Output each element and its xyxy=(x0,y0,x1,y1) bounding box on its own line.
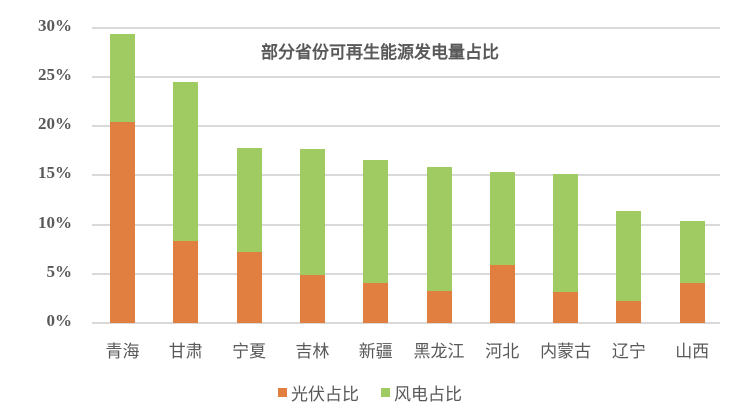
gridline xyxy=(92,272,720,275)
gridline xyxy=(92,75,720,78)
gridline xyxy=(92,223,720,226)
bar-segment-wind xyxy=(553,174,579,293)
x-tick-label: 黑龙江 xyxy=(413,342,465,362)
gridline xyxy=(92,26,720,29)
y-tick-label: 15% xyxy=(38,163,72,183)
bar-1 xyxy=(173,81,199,323)
bar-segment-solar xyxy=(173,241,199,323)
bar-segment-wind xyxy=(679,220,705,283)
bar-segment-solar xyxy=(236,252,262,323)
bar-0 xyxy=(110,34,135,323)
x-tick-label: 新疆 xyxy=(358,342,393,362)
y-tick-label: 0% xyxy=(46,311,73,330)
legend: 光伏占比 风电占比 xyxy=(0,380,740,405)
gridline xyxy=(92,125,720,127)
x-tick-label: 青海 xyxy=(105,342,140,362)
y-tick-label: 5% xyxy=(46,261,73,281)
bar-segment-solar xyxy=(110,122,135,323)
bar-segment-solar xyxy=(299,274,325,323)
y-tick-label: 20% xyxy=(38,114,72,133)
chart-title: 部分省份可再生能源发电量占比 xyxy=(261,43,499,63)
x-tick-label: 吉林 xyxy=(295,342,330,362)
bar-7 xyxy=(553,174,579,323)
bar-segment-solar xyxy=(679,282,705,323)
gridline xyxy=(92,174,720,177)
bar-segment-wind xyxy=(363,160,389,283)
legend-swatch-wind xyxy=(381,388,390,397)
x-tick-label: 山西 xyxy=(675,342,710,362)
bar-8 xyxy=(616,210,642,323)
bar-segment-solar xyxy=(363,282,389,323)
gridline xyxy=(92,322,720,324)
legend-label-solar: 光伏占比 xyxy=(291,385,359,405)
y-tick-label: 25% xyxy=(38,64,72,84)
bar-segment-solar xyxy=(489,264,515,323)
bar-2 xyxy=(236,147,262,323)
bar-segment-wind xyxy=(110,34,135,123)
x-tick-label: 河北 xyxy=(485,342,520,362)
bar-segment-wind xyxy=(173,81,199,242)
bar-9 xyxy=(679,220,705,323)
bar-3 xyxy=(299,148,325,323)
bar-segment-wind xyxy=(236,147,262,253)
bar-segment-solar xyxy=(553,292,579,323)
bar-segment-wind xyxy=(299,148,325,275)
y-tick-label: 10% xyxy=(38,212,72,232)
bar-segment-wind xyxy=(489,172,515,265)
bar-6 xyxy=(489,172,515,323)
legend-swatch-solar xyxy=(278,388,287,397)
bar-segment-solar xyxy=(616,301,642,323)
legend-item-solar: 光伏占比 xyxy=(278,380,359,405)
x-tick-label: 甘肃 xyxy=(168,342,203,362)
bar-segment-wind xyxy=(426,167,452,292)
bar-4 xyxy=(363,160,389,323)
x-tick-label: 宁夏 xyxy=(232,342,267,362)
y-tick-label: 30% xyxy=(38,15,72,35)
x-tick-label: 辽宁 xyxy=(611,342,646,362)
bar-5 xyxy=(426,167,452,323)
bar-segment-solar xyxy=(426,291,452,323)
legend-label-wind: 风电占比 xyxy=(394,385,462,405)
legend-item-wind: 风电占比 xyxy=(381,380,462,405)
bar-segment-wind xyxy=(616,210,642,302)
x-tick-label: 内蒙古 xyxy=(540,342,592,362)
